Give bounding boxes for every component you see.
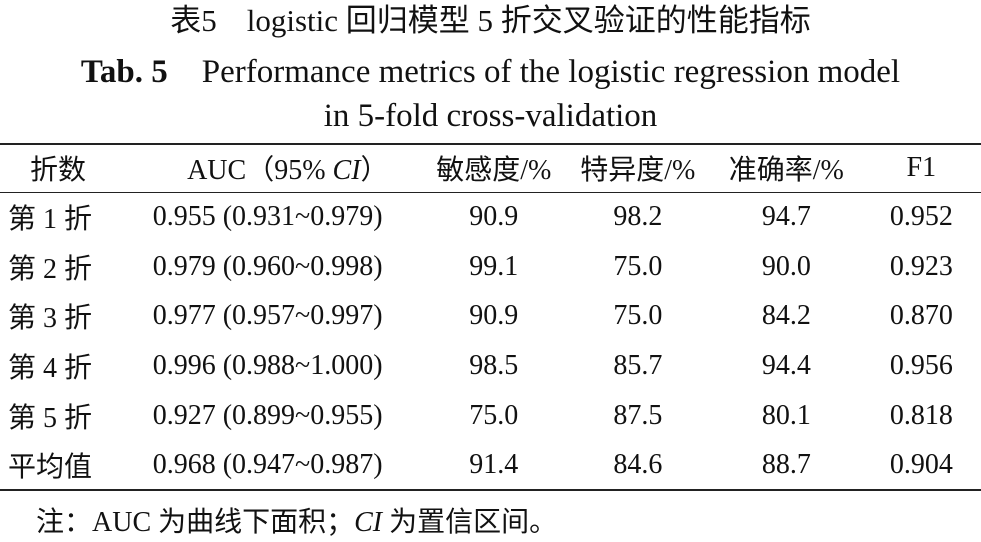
- cell-fold: 第 4 折: [8, 352, 93, 384]
- table-row-average: 平均值 0.968 (0.947~0.987) 91.4 84.6 88.7 0…: [0, 440, 981, 492]
- cell-auc: 0.955 (0.931~0.979): [152, 201, 383, 233]
- cell-fold: 第 3 折: [8, 303, 93, 335]
- cell-auc: 0.968 (0.947~0.987): [152, 440, 423, 492]
- table-title-english-line1: Tab. 5 Performance metrics of the logisti…: [0, 50, 981, 94]
- cell-sensitivity: 90.9: [469, 300, 519, 332]
- cell-auc: 0.927 (0.899~0.955): [152, 399, 383, 431]
- header-specificity: 特异度/%: [564, 143, 711, 193]
- cell-accuracy: 88.7: [710, 440, 862, 492]
- header-fold: 折数: [0, 143, 153, 193]
- cell-accuracy: 90.0: [761, 250, 811, 282]
- header-auc-suffix: ）: [360, 155, 389, 187]
- cell-specificity: 87.5: [613, 399, 663, 431]
- table-title-english-text: Performance metrics of the logistic regr…: [201, 54, 901, 90]
- cell-sensitivity: 91.4: [422, 440, 565, 492]
- cell-accuracy: 94.7: [761, 201, 811, 233]
- header-auc-prefix: AUC（95%: [187, 155, 333, 187]
- cell-sensitivity: 98.5: [469, 349, 519, 381]
- cell-f1: 0.923: [889, 250, 953, 282]
- cell-f1: 0.870: [889, 300, 953, 332]
- cell-fold: 第 5 折: [8, 402, 93, 434]
- header-auc-ci: CI: [332, 155, 361, 187]
- cell-sensitivity: 75.0: [469, 399, 519, 431]
- cell-f1: 0.956: [889, 349, 953, 381]
- table-title-english-line2: in 5-fold cross-validation: [323, 98, 658, 134]
- table-row: 第 4 折 0.996 (0.988~1.000) 98.5 85.7 94.4…: [0, 341, 981, 391]
- table-row: 第 3 折 0.977 (0.957~0.997) 90.9 75.0 84.2…: [0, 291, 981, 341]
- footnote-ci: CI: [354, 507, 383, 538]
- table-label-english: Tab. 5: [80, 54, 168, 90]
- table-label-chinese: 表5: [170, 3, 217, 38]
- cell-f1: 0.818: [889, 399, 953, 431]
- cell-specificity: 85.7: [613, 349, 663, 381]
- header-sensitivity: 敏感度/%: [422, 143, 565, 193]
- cell-sensitivity: 90.9: [469, 201, 519, 233]
- header-auc: AUC（95% CI）: [152, 143, 423, 193]
- cell-accuracy: 80.1: [761, 399, 811, 431]
- cell-accuracy: 94.4: [761, 349, 811, 381]
- table-title-chinese: 表5 logistic 回归模型 5 折交叉验证的性能指标: [0, 2, 981, 40]
- metrics-table: 折数 AUC（95% CI） 敏感度/% 特异度/% 准确率/% F1 第 1 …: [0, 143, 981, 492]
- cell-fold: 第 2 折: [8, 253, 93, 285]
- table-title-chinese-text: logistic 回归模型 5 折交叉验证的性能指标: [246, 3, 811, 38]
- cell-fold: 平均值: [0, 440, 153, 492]
- cell-specificity: 75.0: [613, 250, 663, 282]
- header-accuracy: 准确率/%: [710, 143, 862, 193]
- cell-fold: 第 1 折: [8, 204, 93, 236]
- cell-accuracy: 84.2: [761, 300, 811, 332]
- cell-specificity: 75.0: [613, 300, 663, 332]
- table-row: 第 2 折 0.979 (0.960~0.998) 99.1 75.0 90.0…: [0, 242, 981, 292]
- table-row: 第 5 折 0.927 (0.899~0.955) 75.0 87.5 80.1…: [0, 391, 981, 441]
- cell-sensitivity: 99.1: [469, 250, 519, 282]
- table-footnote: 注：AUC 为曲线下面积；CI 为置信区间。: [36, 506, 557, 540]
- cell-f1: 0.904: [861, 440, 981, 492]
- table-header-row: 折数 AUC（95% CI） 敏感度/% 特异度/% 准确率/% F1: [0, 143, 981, 193]
- header-f1: F1: [861, 143, 981, 193]
- table-row: 第 1 折 0.955 (0.931~0.979) 90.9 98.2 94.7…: [0, 192, 981, 242]
- cell-f1: 0.952: [889, 201, 953, 233]
- cell-auc: 0.977 (0.957~0.997): [152, 300, 383, 332]
- footnote-suffix: 为置信区间。: [382, 507, 558, 538]
- cell-specificity: 98.2: [613, 201, 663, 233]
- footnote-prefix: 注：AUC 为曲线下面积；: [36, 507, 355, 538]
- cell-auc: 0.979 (0.960~0.998): [152, 250, 383, 282]
- table-title-english: Tab. 5 Performance metrics of the logisti…: [0, 50, 981, 138]
- cell-specificity: 84.6: [564, 440, 711, 492]
- cell-auc: 0.996 (0.988~1.000): [152, 349, 383, 381]
